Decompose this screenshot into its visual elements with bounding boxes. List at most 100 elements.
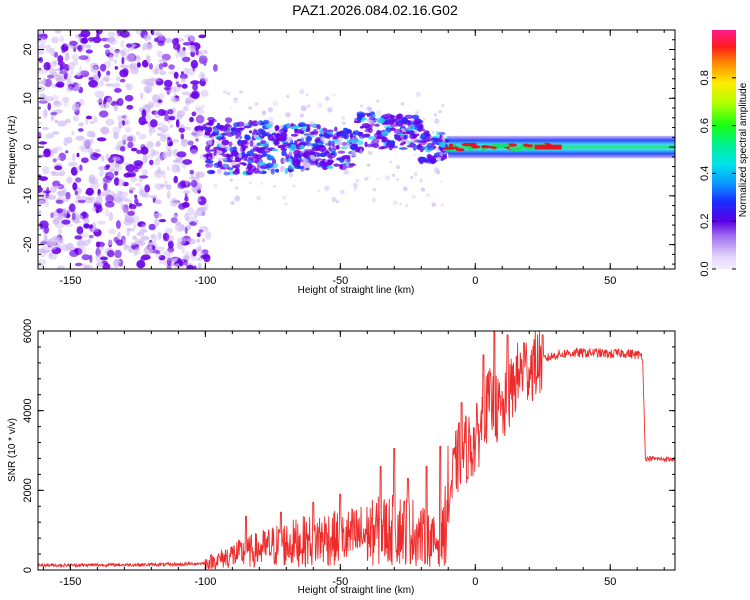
spectrogram-blob xyxy=(142,42,152,50)
spectrogram-blob xyxy=(221,139,230,146)
spectrogram-blob xyxy=(192,265,197,269)
spectrogram-blob xyxy=(272,162,279,169)
spectrogram-blob xyxy=(119,64,130,69)
spectrogram-blob xyxy=(310,151,318,155)
spectrogram-blob xyxy=(43,109,48,118)
spectrogram-blob xyxy=(311,143,319,148)
spectrogram-blob xyxy=(436,130,440,137)
spectrogram-carrier-band xyxy=(448,135,675,159)
spectrogram-blob xyxy=(92,76,98,81)
spectrogram-blob xyxy=(101,77,108,82)
spectrogram-blob xyxy=(132,66,137,71)
spectrogram-blob xyxy=(262,119,270,125)
spectrogram-blob xyxy=(436,148,441,152)
spectrogram-blob xyxy=(162,62,168,68)
spectrogram-blob xyxy=(256,142,262,146)
spectrogram-blob xyxy=(92,153,102,158)
spectrogram-blob xyxy=(64,118,71,124)
spectrogram-blob xyxy=(176,151,187,158)
spectrogram-blob xyxy=(38,86,45,92)
spectrogram-blob xyxy=(410,175,414,179)
spectrogram-blob xyxy=(143,34,152,41)
spectrogram-blob xyxy=(186,264,194,269)
spectrogram-blob xyxy=(52,60,58,65)
spectrogram-x-axis-title: Height of straight line (km) xyxy=(298,285,415,296)
spectrogram-blob xyxy=(57,265,65,269)
spectrogram-blob xyxy=(256,120,261,126)
spectrogram-blob xyxy=(75,135,85,141)
spectrogram-blob xyxy=(85,191,92,195)
spectrogram-blob xyxy=(173,175,178,184)
spectrogram-blob xyxy=(364,177,367,181)
spectrogram-blob xyxy=(434,118,440,124)
spectrogram-blob xyxy=(201,238,206,243)
spectrogram-blob xyxy=(113,263,119,269)
spectrogram-blob xyxy=(75,177,82,183)
spectrogram-blob xyxy=(136,260,146,269)
spectrogram-blob xyxy=(175,50,179,59)
spectrogram-blob xyxy=(73,85,81,91)
spectrogram-blob xyxy=(185,97,191,106)
spectrogram-blob xyxy=(134,198,139,205)
spectrogram-blob xyxy=(201,104,205,109)
spectrogram-blob xyxy=(125,126,132,133)
spectrogram-blob xyxy=(38,248,45,254)
spectrogram-blob xyxy=(71,153,76,162)
spectrogram-blob xyxy=(100,256,108,261)
spectrogram-carrier-peak xyxy=(534,144,562,150)
spectrogram-blob xyxy=(179,73,188,80)
spectrogram-blob xyxy=(68,161,78,167)
spectrogram-blob xyxy=(81,211,87,219)
spectrogram-blob xyxy=(225,145,231,151)
spectrogram-blob xyxy=(165,89,174,94)
spectrogram-blob xyxy=(248,119,253,127)
spectrogram-blob xyxy=(315,136,322,142)
spectrogram-blob xyxy=(439,180,442,183)
spectrogram-blob xyxy=(288,150,294,155)
spectrogram-blob xyxy=(195,138,199,142)
spectrogram-blob xyxy=(81,157,89,163)
spectrogram-blob xyxy=(209,170,216,174)
spectrogram-blob xyxy=(213,165,217,168)
spectrogram-blob xyxy=(165,184,172,190)
spectrogram-blob xyxy=(234,195,241,202)
spectrogram-blob xyxy=(141,109,147,118)
spectrogram-blob xyxy=(331,140,335,147)
spectrogram-blob xyxy=(341,115,346,120)
spectrogram-blob xyxy=(195,114,205,124)
spectrogram-blob xyxy=(390,127,396,131)
spectrogram-blob xyxy=(432,139,439,142)
spectrogram-blob xyxy=(132,235,138,240)
spectrogram-blob xyxy=(174,221,181,226)
spectrogram-blob xyxy=(184,212,190,221)
spectrogram-blob xyxy=(157,126,162,131)
x-tick-label: -100 xyxy=(194,275,216,287)
spectrogram-blob xyxy=(47,74,54,79)
spectrogram-blob xyxy=(142,154,148,164)
spectrogram-blob xyxy=(366,163,371,167)
spectrogram-blob xyxy=(238,90,243,95)
spectrogram-blob xyxy=(195,207,206,217)
spectrogram-blob xyxy=(317,189,321,193)
spectrogram-blob xyxy=(124,56,129,61)
spectrogram-blob xyxy=(54,165,63,171)
spectrogram-blob xyxy=(110,162,120,169)
spectrogram-blob xyxy=(299,130,304,134)
spectrogram-blob xyxy=(359,126,364,129)
spectrogram-blob xyxy=(74,190,78,196)
spectrogram-blob xyxy=(264,123,273,129)
spectrogram-blob xyxy=(114,49,119,58)
spectrogram-blob xyxy=(154,158,160,166)
spectrogram-blob xyxy=(299,113,304,118)
spectrogram-blob xyxy=(181,91,192,96)
spectrogram-blob xyxy=(109,265,113,269)
spectrogram-blob xyxy=(426,193,430,197)
spectrogram-blob xyxy=(117,50,124,54)
spectrogram-blob xyxy=(51,83,58,88)
spectrogram-blob xyxy=(190,179,198,188)
spectrogram-blob xyxy=(118,120,123,129)
spectrogram-blob xyxy=(274,124,280,132)
spectrogram-blob xyxy=(154,169,165,175)
spectrogram-blob xyxy=(71,212,76,221)
spectrogram-blob xyxy=(331,142,334,145)
